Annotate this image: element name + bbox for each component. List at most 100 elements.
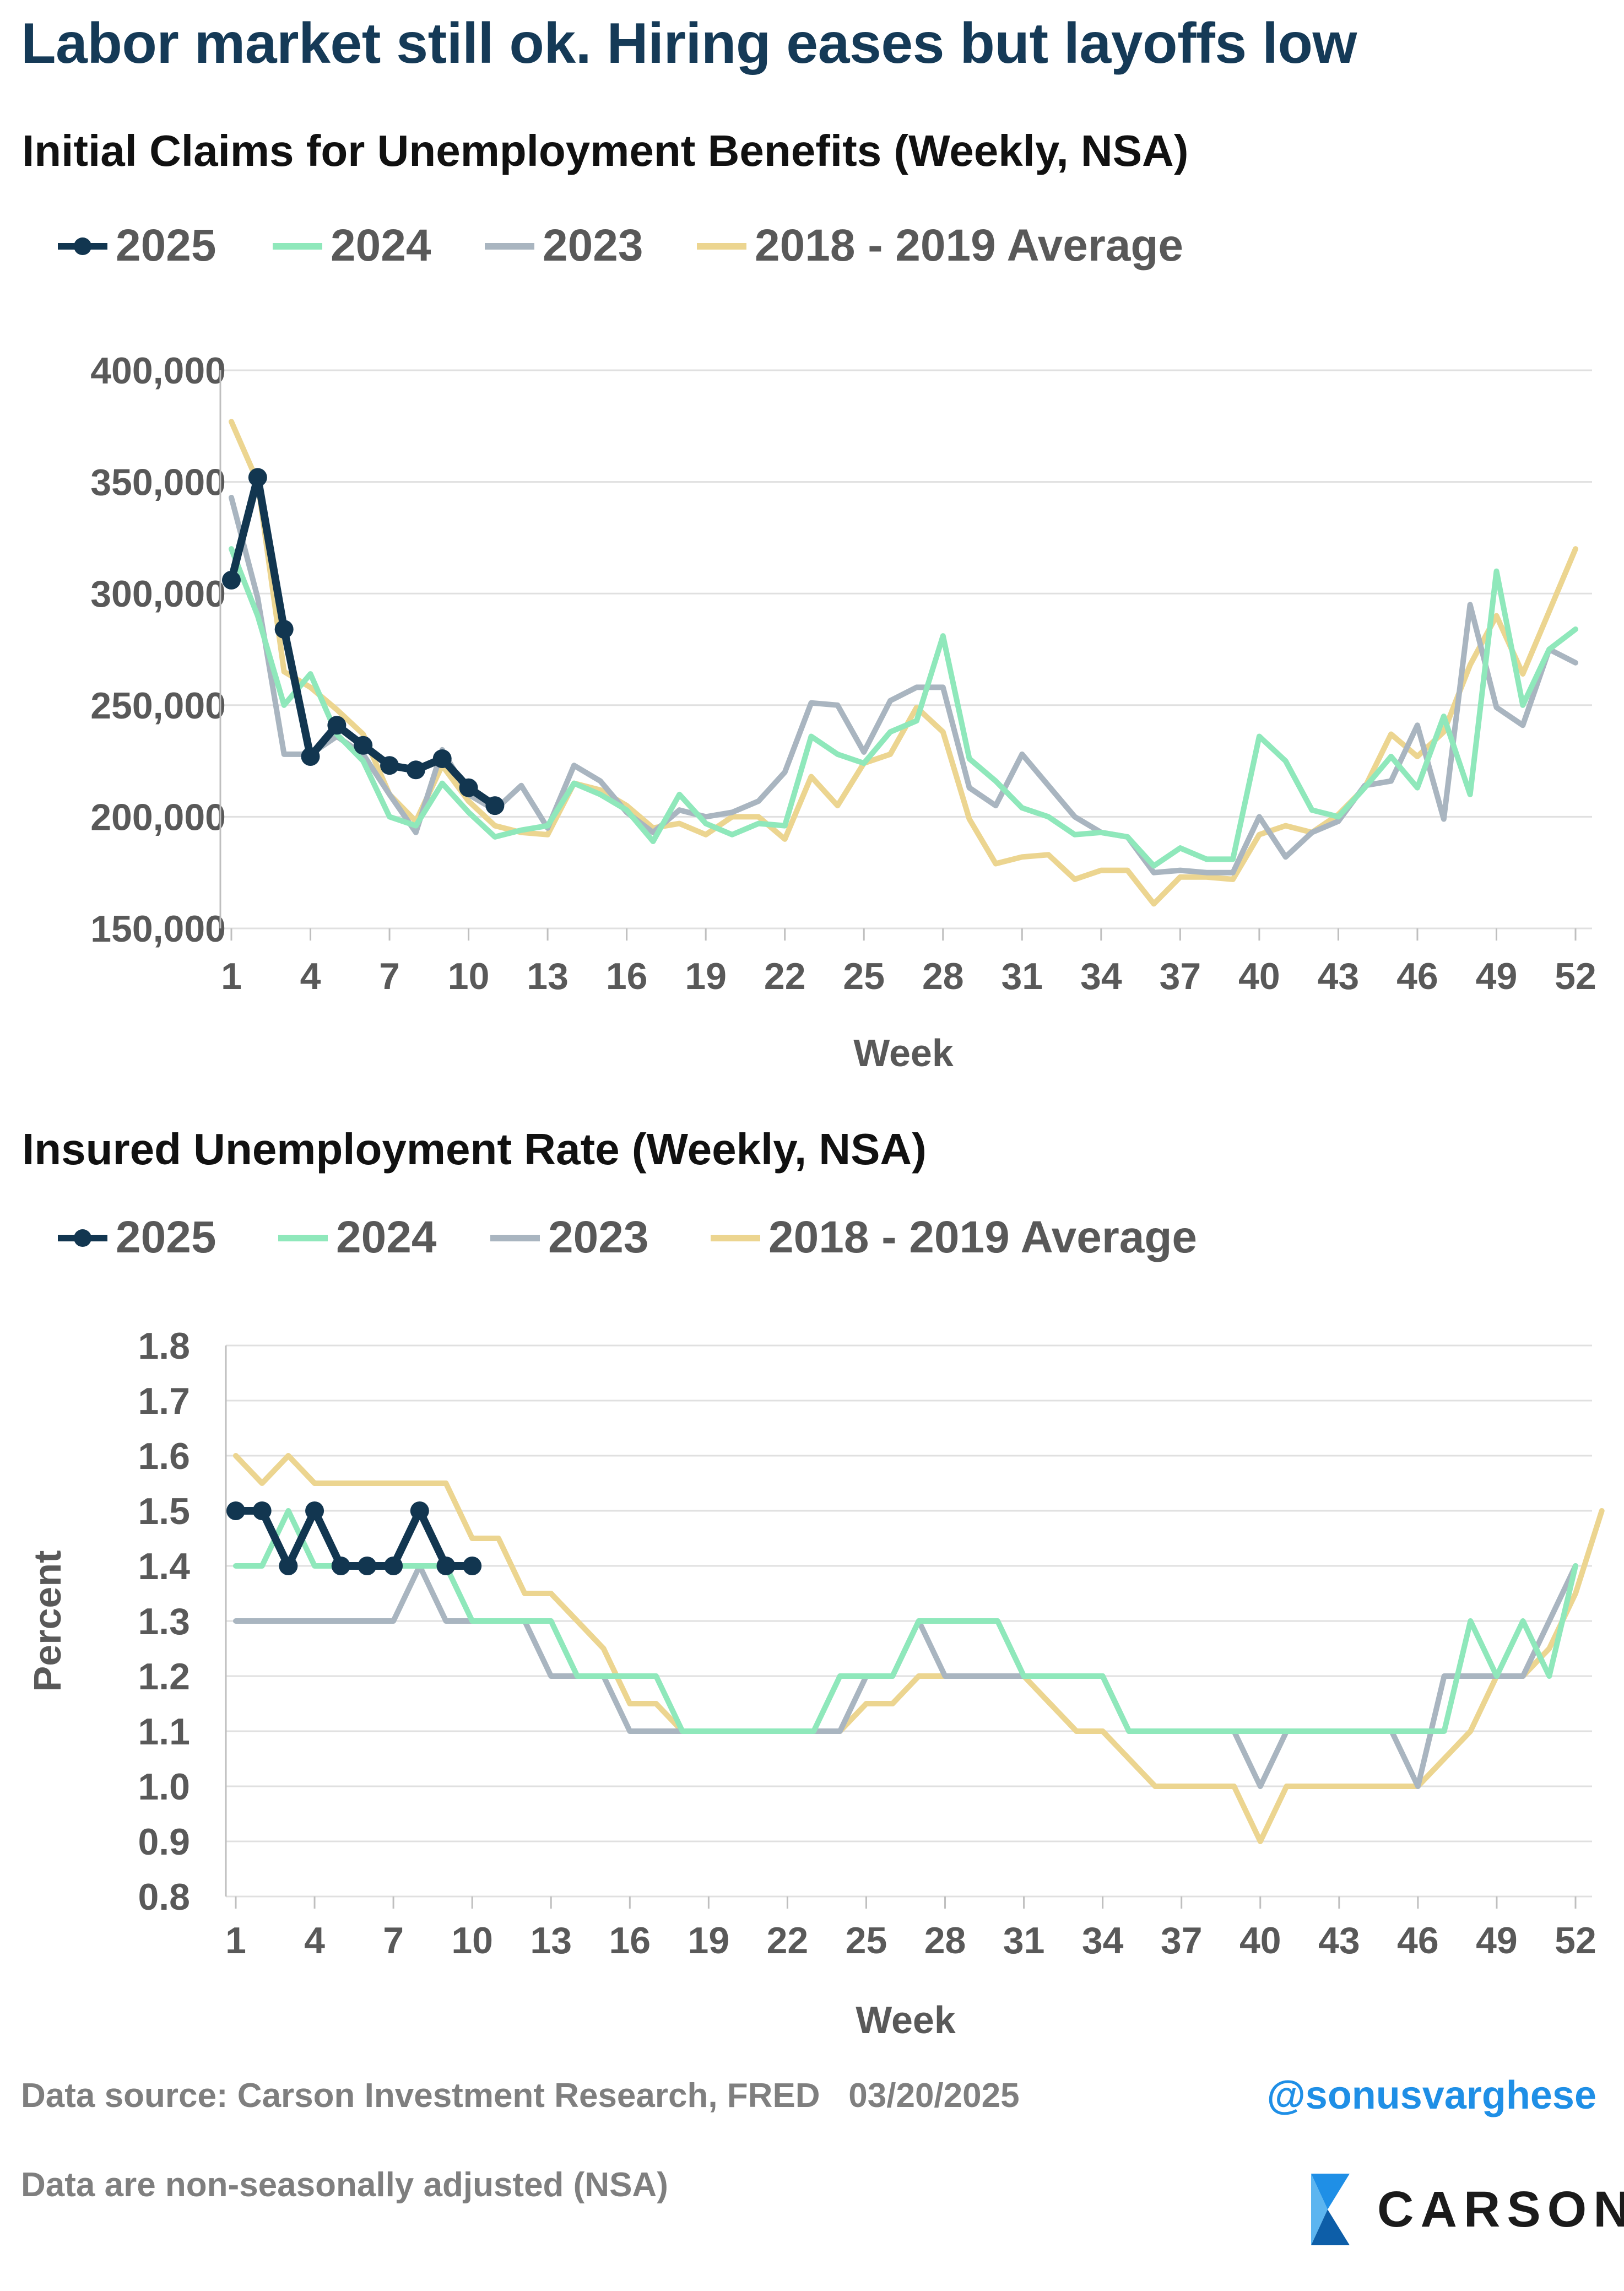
x-tick-label: 37 <box>1160 955 1201 997</box>
y-tick-label: 1.7 <box>138 1380 190 1422</box>
x-tick-label: 28 <box>924 1920 966 1962</box>
data-point-2025 <box>384 1557 403 1575</box>
y-tick-label: 1.5 <box>138 1490 190 1532</box>
data-point-2025 <box>485 796 505 815</box>
x-tick-label: 31 <box>1003 1920 1045 1962</box>
data-point-2025 <box>331 1557 350 1575</box>
data-point-2025 <box>226 1501 245 1520</box>
x-tick-label: 40 <box>1239 1920 1281 1962</box>
y-tick-label: 1.6 <box>138 1435 190 1477</box>
x-tick-label: 19 <box>688 1920 730 1962</box>
data-point-2025 <box>305 1501 324 1520</box>
x-tick-label: 16 <box>606 955 648 997</box>
data-point-2025 <box>301 747 320 766</box>
y-tick-label: 300,000 <box>90 573 226 615</box>
x-tick-label: 43 <box>1318 955 1360 997</box>
legend-label: 2024 <box>336 1212 437 1262</box>
x-tick-label: 49 <box>1476 1920 1518 1962</box>
x-tick-label: 7 <box>383 1920 404 1962</box>
footer-source: Data source: Carson Investment Research,… <box>21 2076 1020 2115</box>
y-tick-label: 1.0 <box>138 1766 190 1808</box>
series-line-2024 <box>229 546 1578 869</box>
x-tick-label: 10 <box>451 1920 493 1962</box>
x-tick-label: 1 <box>221 955 242 997</box>
x-tick-label: 52 <box>1555 1920 1596 1962</box>
footer-note: Data are non-seasonally adjusted (NSA) <box>21 2166 668 2204</box>
data-point-2025 <box>252 1501 272 1520</box>
y-tick-label: 0.9 <box>138 1821 190 1863</box>
data-point-2025 <box>410 1501 429 1520</box>
data-point-2025 <box>436 1557 456 1575</box>
x-tick-label: 34 <box>1082 1920 1124 1962</box>
y-tick-label: 250,000 <box>90 685 226 727</box>
x-tick-label: 34 <box>1080 955 1122 997</box>
legend-label: 2023 <box>543 220 643 271</box>
x-tick-label: 4 <box>304 1920 325 1962</box>
x-tick-label: 28 <box>922 955 964 997</box>
y-tick-label: 400,000 <box>90 350 226 392</box>
x-tick-label: 46 <box>1396 955 1438 997</box>
y-tick-label: 1.4 <box>138 1546 190 1587</box>
legend-label: 2018 - 2019 Average <box>768 1212 1198 1262</box>
data-point-2025 <box>459 778 478 797</box>
x-tick-label: 43 <box>1318 1920 1360 1962</box>
data-point-2025 <box>279 1557 298 1575</box>
legend-label: 2025 <box>116 1212 216 1262</box>
x-tick-label: 25 <box>846 1920 887 1962</box>
legend-label: 2018 - 2019 Average <box>755 220 1184 271</box>
x-tick-label: 25 <box>843 955 885 997</box>
series-line-2018-2019Average <box>229 419 1578 907</box>
data-point-2025 <box>463 1557 482 1575</box>
y-tick-label: 200,000 <box>90 796 226 838</box>
x-tick-label: 7 <box>379 955 400 997</box>
y-tick-label: 1.3 <box>138 1601 190 1642</box>
chart1-title: Initial Claims for Unemployment Benefits… <box>22 126 1189 175</box>
x-axis-title: Week <box>853 1031 954 1074</box>
x-tick-label: 4 <box>300 955 321 997</box>
series-line-2024 <box>233 1508 1578 1734</box>
y-tick-label: 350,000 <box>90 462 226 504</box>
data-point-2025 <box>248 468 267 487</box>
x-tick-label: 40 <box>1238 955 1280 997</box>
author-handle[interactable]: @sonusvarghese <box>1266 2073 1596 2117</box>
y-tick-label: 0.8 <box>138 1876 190 1918</box>
y-tick-label: 1.2 <box>138 1656 190 1698</box>
x-tick-label: 46 <box>1397 1920 1439 1962</box>
y-tick-label: 150,000 <box>90 908 226 950</box>
page-headline: Labor market still ok. Hiring eases but … <box>21 12 1357 75</box>
source-date: 03/20/2025 <box>848 2077 1020 2115</box>
insured-rate-line-chart: 1.8 1.7 1.6 1.5 1.4 1.3 1.2 1.1 1.0 0.9 0.8 1 4 7 10 13… <box>26 1325 1605 2041</box>
series-line-2018-2019Average <box>233 1453 1605 1844</box>
x-axis-title: Week <box>856 1998 956 2041</box>
x-tick-label: 37 <box>1161 1920 1203 1962</box>
x-tick-label: 13 <box>527 955 569 997</box>
x-tick-label: 22 <box>767 1920 809 1962</box>
x-tick-label: 10 <box>448 955 490 997</box>
data-point-2025 <box>432 749 452 769</box>
source-text: Data source: Carson Investment Research,… <box>21 2077 820 2115</box>
carson-logo: CARSON <box>1300 2165 1624 2259</box>
data-point-2025 <box>406 760 425 780</box>
y-tick-label: 1.8 <box>138 1325 190 1367</box>
x-tick-label: 22 <box>764 955 806 997</box>
x-tick-label: 19 <box>685 955 727 997</box>
y-axis-title: Percent <box>26 1550 69 1692</box>
carson-wordmark: CARSON <box>1377 2181 1624 2238</box>
data-point-2025 <box>358 1557 377 1575</box>
chart2-title: Insured Unemployment Rate (Weekly, NSA) <box>22 1125 927 1174</box>
data-point-2025 <box>380 756 399 775</box>
x-tick-label: 52 <box>1555 955 1596 997</box>
carson-logo-icon <box>1311 2174 1350 2245</box>
data-point-2025 <box>274 620 294 639</box>
x-tick-label: 13 <box>530 1920 572 1962</box>
legend-label: 2025 <box>116 220 216 271</box>
x-tick-label: 16 <box>609 1920 651 1962</box>
x-tick-label: 1 <box>225 1920 246 1962</box>
data-point-2025 <box>354 736 373 755</box>
claims-line-chart: 400,000 350,000 300,000 250,000 200,000 150,0… <box>90 350 1596 1074</box>
legend-label: 2023 <box>548 1212 649 1262</box>
legend-label: 2024 <box>331 220 431 271</box>
data-point-2025 <box>327 716 347 735</box>
x-tick-label: 49 <box>1476 955 1518 997</box>
series-line-2025 <box>232 1507 477 1570</box>
